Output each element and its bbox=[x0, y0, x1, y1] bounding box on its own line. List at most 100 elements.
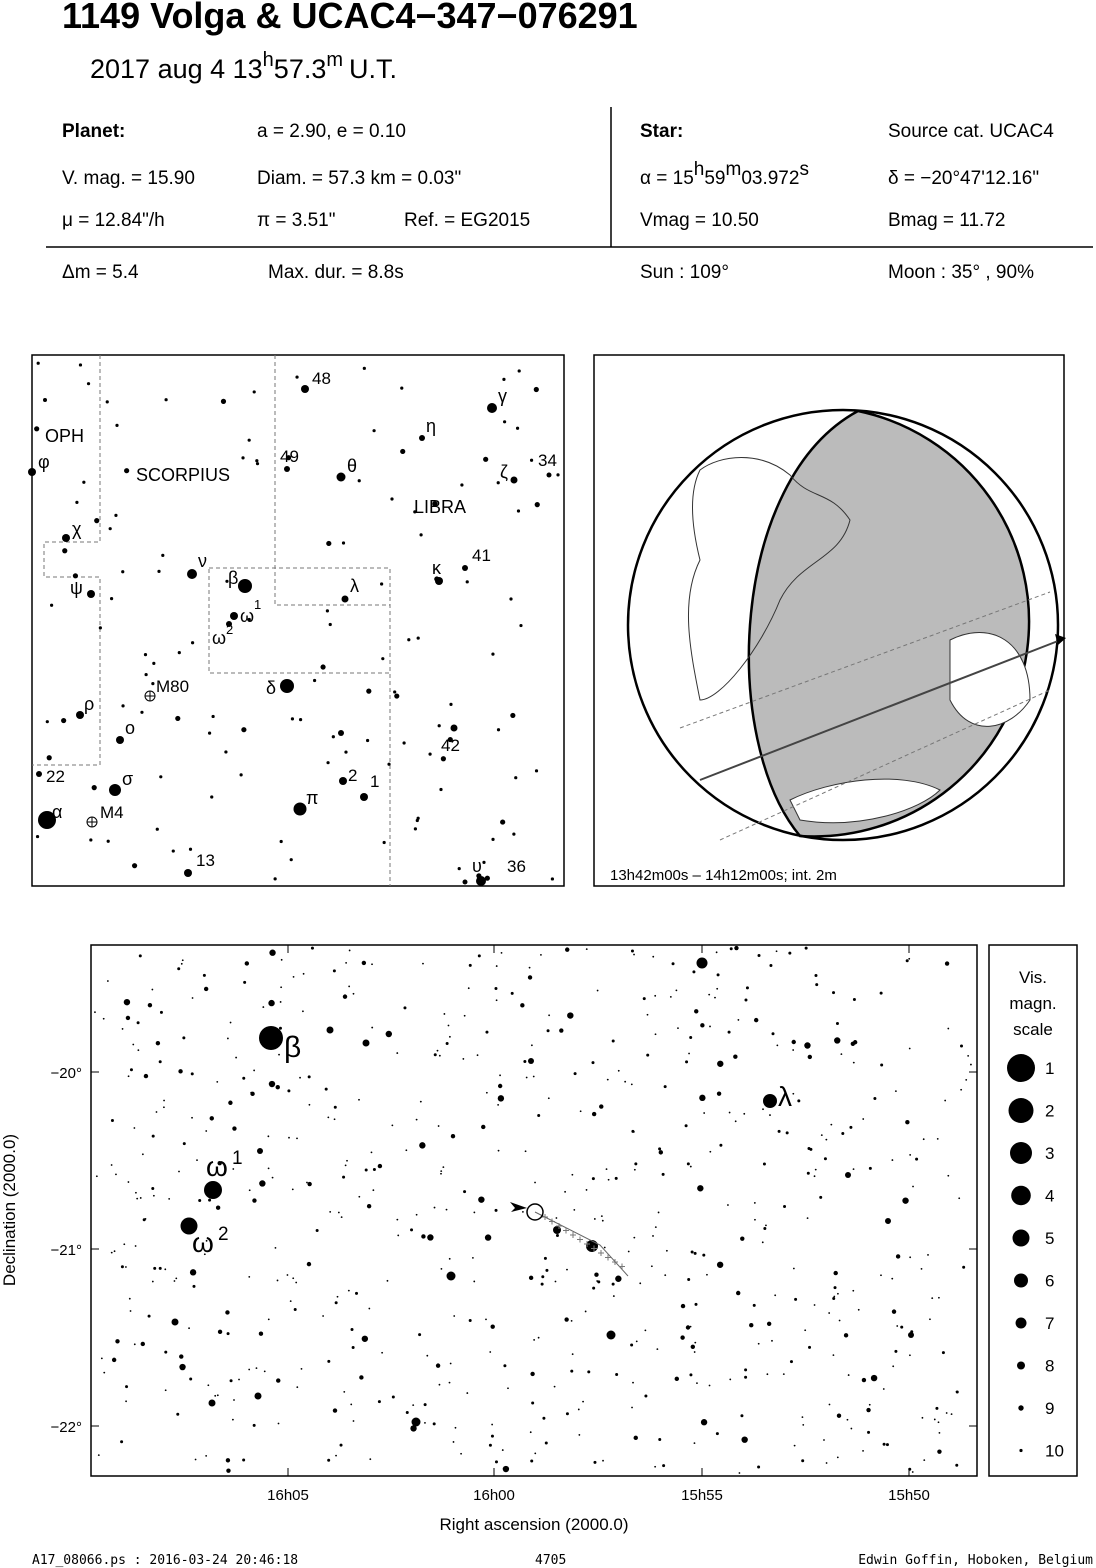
star bbox=[564, 1190, 566, 1193]
star bbox=[463, 1190, 467, 1194]
star bbox=[210, 795, 214, 799]
star bbox=[462, 565, 468, 571]
star bbox=[868, 1166, 872, 1170]
star bbox=[280, 958, 283, 961]
star bbox=[716, 987, 719, 990]
path-tick bbox=[598, 1250, 604, 1256]
star bbox=[804, 1329, 807, 1332]
star bbox=[804, 946, 808, 950]
star bbox=[233, 1399, 235, 1401]
map-frame bbox=[90, 944, 978, 1477]
star bbox=[669, 995, 672, 998]
star bbox=[180, 962, 183, 965]
star bbox=[602, 1459, 604, 1462]
star bbox=[415, 818, 419, 823]
star bbox=[674, 1376, 680, 1382]
star bbox=[909, 1354, 911, 1357]
star bbox=[709, 1150, 712, 1153]
path-tick bbox=[577, 1236, 583, 1243]
star bbox=[894, 1349, 898, 1353]
star bbox=[189, 1269, 197, 1276]
star bbox=[342, 994, 348, 999]
star bbox=[369, 1458, 372, 1461]
star bbox=[391, 1395, 395, 1399]
star bbox=[403, 1006, 407, 1010]
star bbox=[348, 949, 351, 952]
star bbox=[151, 1134, 155, 1138]
star bbox=[929, 1318, 931, 1321]
star bbox=[135, 1191, 137, 1194]
star bbox=[129, 1310, 132, 1312]
asteroid-path bbox=[534, 1211, 629, 1277]
star bbox=[268, 1080, 276, 1088]
star-label: λ bbox=[350, 576, 359, 596]
star bbox=[445, 1041, 449, 1045]
star bbox=[105, 400, 109, 404]
star bbox=[372, 1167, 376, 1171]
star bbox=[487, 403, 497, 413]
star bbox=[448, 1381, 451, 1384]
star bbox=[468, 1319, 472, 1323]
star bbox=[176, 1412, 180, 1416]
star bbox=[684, 1124, 688, 1128]
star bbox=[850, 1427, 853, 1430]
star bbox=[909, 1256, 912, 1259]
star bbox=[137, 1049, 140, 1052]
star bbox=[152, 661, 156, 665]
y-tick-label: −21° bbox=[51, 1242, 82, 1259]
star bbox=[584, 1310, 587, 1313]
legend-label: 5 bbox=[1045, 1229, 1054, 1248]
star bbox=[173, 1280, 176, 1282]
star bbox=[752, 1303, 756, 1307]
star bbox=[530, 1459, 534, 1463]
star-label: β bbox=[228, 568, 238, 588]
star bbox=[280, 986, 283, 989]
star bbox=[789, 1360, 793, 1364]
star bbox=[440, 1170, 443, 1173]
parallax: π = 3.51" bbox=[257, 210, 336, 231]
star bbox=[368, 1307, 371, 1310]
path-tick bbox=[556, 1223, 562, 1229]
star bbox=[937, 1449, 942, 1454]
diam: Diam. = 57.3 km = 0.03" bbox=[257, 168, 461, 189]
star bbox=[788, 951, 792, 955]
star bbox=[686, 1162, 690, 1166]
star bbox=[482, 860, 486, 864]
star bbox=[527, 975, 533, 980]
star bbox=[484, 1234, 492, 1241]
star bbox=[729, 947, 733, 951]
star bbox=[277, 1422, 280, 1425]
star bbox=[125, 1400, 127, 1403]
star bbox=[696, 1382, 698, 1385]
star bbox=[273, 877, 277, 881]
star bbox=[836, 1456, 839, 1459]
continent bbox=[789, 632, 1031, 824]
star bbox=[745, 986, 749, 990]
star bbox=[327, 1458, 331, 1462]
legend-label: 9 bbox=[1045, 1399, 1054, 1418]
star bbox=[534, 502, 540, 508]
star bbox=[708, 993, 711, 996]
moon: Moon : 35° , 90% bbox=[888, 262, 1034, 283]
star bbox=[232, 1168, 235, 1170]
star bbox=[792, 1092, 795, 1095]
star bbox=[490, 1324, 495, 1329]
star bbox=[366, 1203, 372, 1209]
path-tick bbox=[549, 1218, 555, 1225]
star bbox=[727, 1030, 731, 1034]
star bbox=[410, 1228, 414, 1232]
star bbox=[289, 858, 293, 862]
star bbox=[295, 375, 299, 379]
star bbox=[630, 949, 634, 953]
star bbox=[587, 1370, 591, 1374]
star bbox=[189, 1377, 193, 1381]
star bbox=[252, 1198, 257, 1203]
star bbox=[205, 1239, 208, 1242]
star bbox=[400, 386, 404, 390]
star bbox=[106, 839, 110, 843]
star bbox=[955, 1390, 958, 1393]
star bbox=[75, 500, 79, 504]
central-line bbox=[699, 640, 1059, 781]
star bbox=[279, 839, 283, 844]
